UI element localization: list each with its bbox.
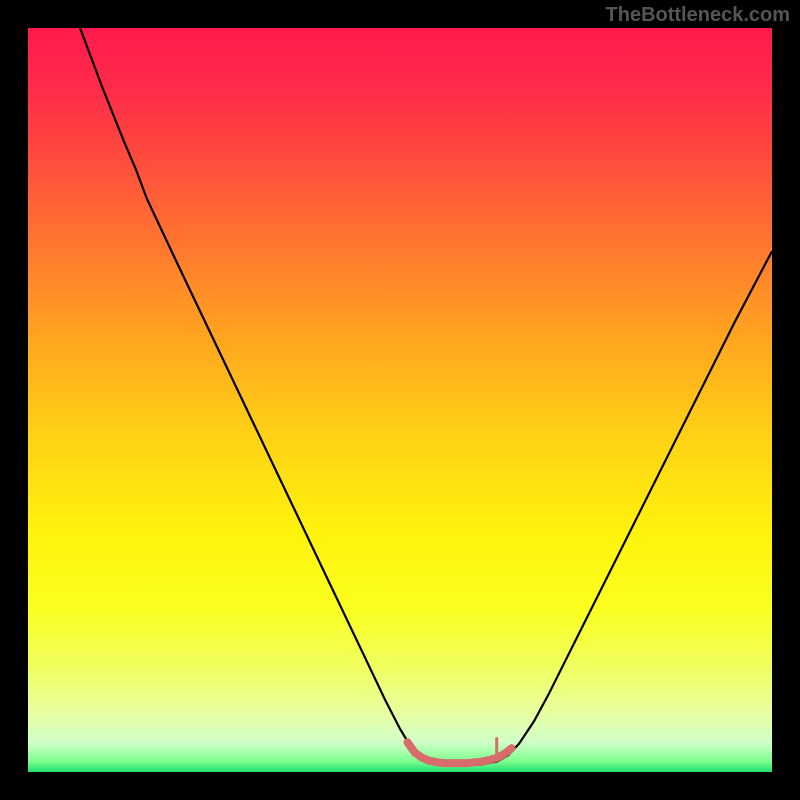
watermark-text: TheBottleneck.com [606,4,790,27]
gradient-background [28,28,772,772]
plot-area [28,28,772,772]
chart-container: TheBottleneck.com [0,0,800,800]
chart-svg [28,28,772,772]
